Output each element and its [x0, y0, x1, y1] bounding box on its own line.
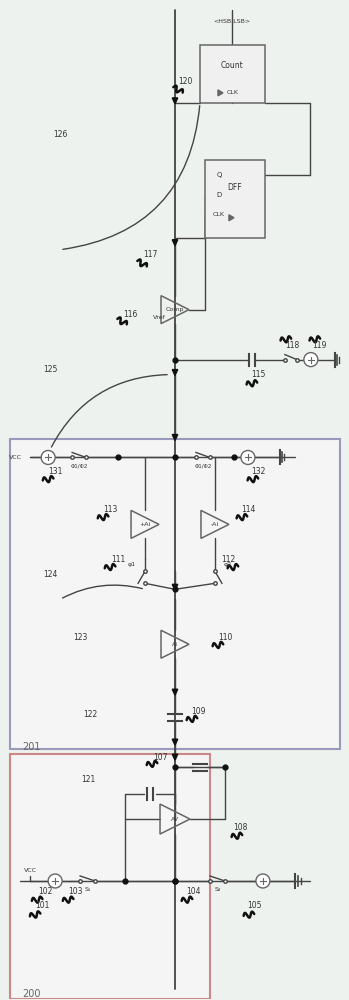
Text: φ1: φ1 [128, 562, 136, 567]
Circle shape [48, 874, 62, 888]
Text: 112: 112 [221, 555, 235, 564]
Text: 124: 124 [43, 570, 57, 579]
Text: Φ1/Φ2: Φ1/Φ2 [70, 464, 88, 469]
Text: 109: 109 [191, 707, 205, 716]
Text: VCC: VCC [9, 455, 22, 460]
Text: +Ai: +Ai [139, 522, 151, 527]
Text: 114: 114 [241, 505, 255, 514]
Circle shape [41, 450, 55, 464]
Text: -Ai: -Ai [211, 522, 219, 527]
Polygon shape [172, 584, 178, 590]
Text: CLK: CLK [227, 90, 238, 95]
Text: 132: 132 [251, 467, 265, 476]
Polygon shape [218, 90, 223, 96]
Polygon shape [172, 739, 178, 745]
Circle shape [304, 353, 318, 367]
Text: 111: 111 [111, 555, 125, 564]
Bar [200, 45, 265, 103]
Text: 126: 126 [53, 130, 67, 139]
Text: 119: 119 [313, 341, 327, 350]
Text: Ai: Ai [172, 642, 178, 647]
Bar [205, 160, 265, 238]
Text: Count: Count [221, 61, 244, 70]
Polygon shape [172, 689, 178, 695]
Polygon shape [172, 754, 178, 760]
Text: 118: 118 [285, 341, 299, 350]
Text: 115: 115 [251, 370, 265, 379]
Text: 107: 107 [153, 753, 167, 762]
Text: CLK: CLK [213, 212, 225, 217]
Text: 123: 123 [73, 633, 87, 642]
Text: 131: 131 [48, 467, 62, 476]
Text: 116: 116 [123, 310, 137, 319]
Text: VCC: VCC [24, 868, 37, 873]
Text: 113: 113 [103, 505, 117, 514]
Text: Vref: Vref [153, 315, 165, 320]
Bar [10, 439, 340, 749]
Text: 101: 101 [35, 901, 49, 910]
Text: 103: 103 [68, 887, 82, 896]
Text: Φ1/Φ2: Φ1/Φ2 [194, 464, 211, 469]
Text: 108: 108 [233, 823, 247, 832]
FancyArrowPatch shape [62, 585, 142, 598]
Text: 120: 120 [178, 77, 192, 86]
Text: DFF: DFF [228, 183, 242, 192]
Text: Comp: Comp [166, 307, 184, 312]
Circle shape [256, 874, 270, 888]
Text: 201: 201 [22, 742, 41, 752]
Text: AV: AV [171, 817, 179, 822]
Text: 117: 117 [143, 250, 157, 259]
Text: S₁: S₁ [85, 887, 91, 892]
Circle shape [241, 450, 255, 464]
Text: 122: 122 [83, 710, 97, 719]
Text: 102: 102 [38, 887, 52, 896]
Text: 110: 110 [218, 633, 232, 642]
Text: Q: Q [216, 172, 222, 178]
Polygon shape [172, 370, 178, 376]
Text: 121: 121 [81, 775, 95, 784]
Text: S₂: S₂ [215, 887, 221, 892]
Text: 104: 104 [186, 887, 200, 896]
Text: D: D [216, 192, 222, 198]
Text: 125: 125 [43, 365, 57, 374]
Bar [10, 754, 210, 999]
Polygon shape [172, 98, 178, 104]
Polygon shape [172, 434, 178, 440]
FancyArrowPatch shape [51, 375, 167, 447]
Text: 105: 105 [248, 901, 262, 910]
FancyArrowPatch shape [63, 106, 200, 249]
Text: φ2: φ2 [224, 562, 232, 567]
Text: <HSB:LSB>: <HSB:LSB> [213, 19, 251, 24]
Text: 200: 200 [22, 989, 41, 999]
Polygon shape [172, 240, 178, 246]
Polygon shape [229, 215, 234, 221]
